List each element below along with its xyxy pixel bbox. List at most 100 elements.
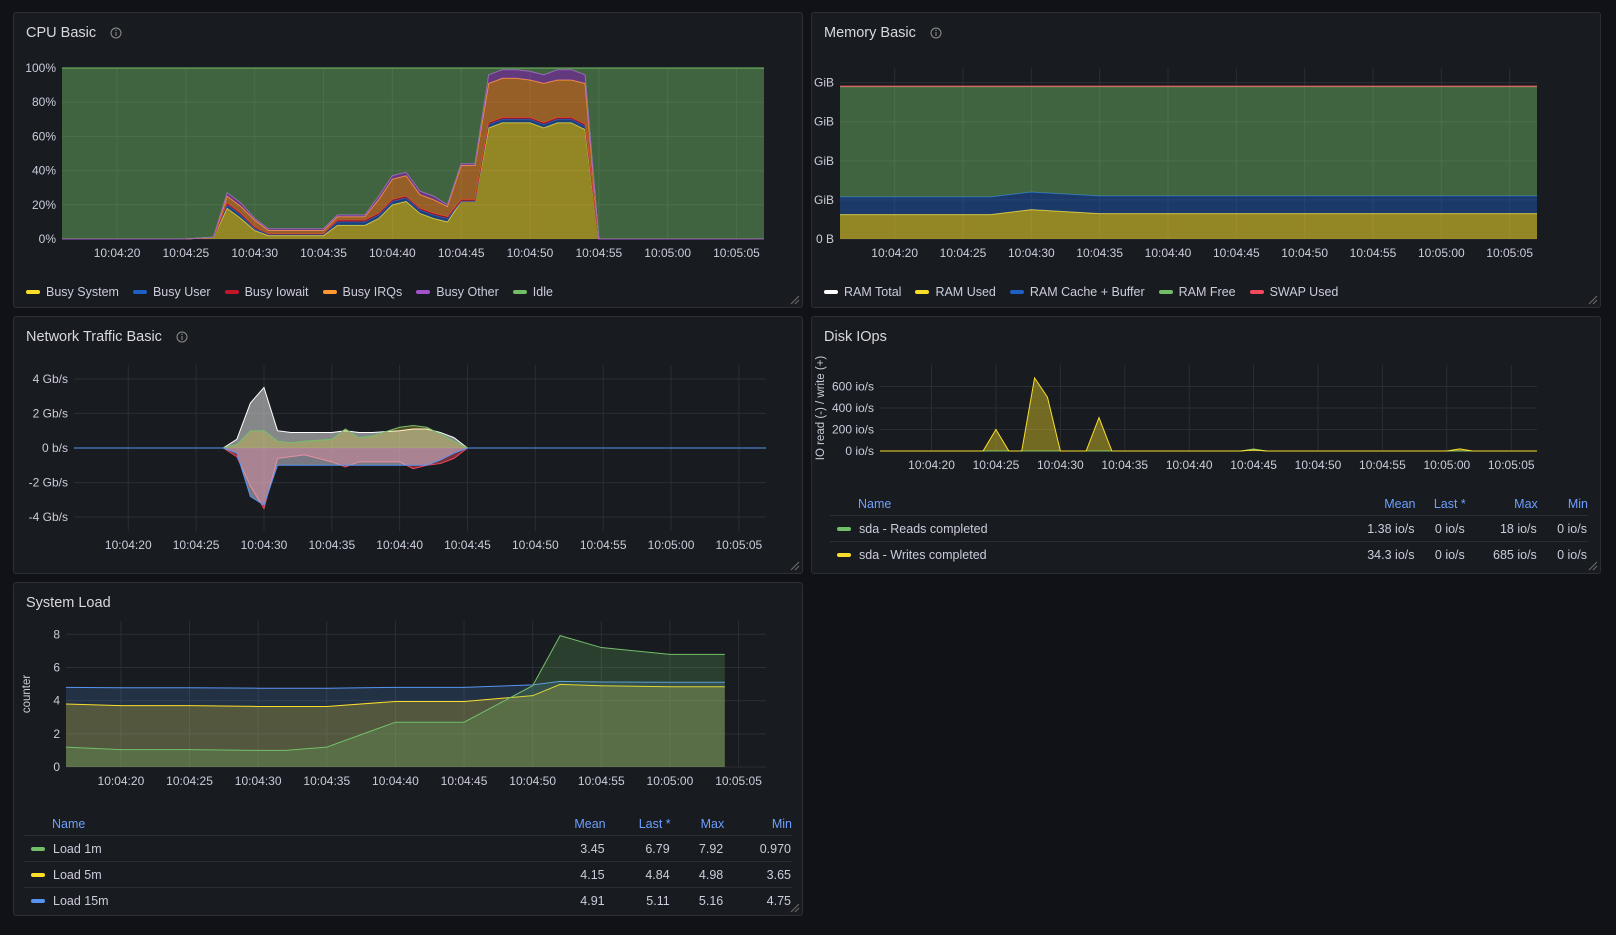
- y-tick-label: 16 GiB: [812, 76, 834, 90]
- x-tick-label: 10:04:45: [444, 538, 491, 552]
- resize-handle-icon[interactable]: [790, 561, 800, 571]
- legend-item[interactable]: SWAP Used: [1249, 285, 1338, 299]
- column-header[interactable]: Last *: [1433, 497, 1466, 511]
- legend-item[interactable]: RAM Used: [915, 285, 996, 299]
- resize-handle-icon[interactable]: [1588, 295, 1598, 305]
- x-tick-label: 10:04:40: [1145, 246, 1192, 260]
- x-tick-label: 10:04:35: [1076, 246, 1123, 260]
- legend-label: Idle: [532, 285, 553, 299]
- table-row[interactable]: Load 5m 4.15 4.84 4.98 3.65: [24, 861, 792, 888]
- legend-item[interactable]: Busy User: [132, 285, 211, 299]
- table-row[interactable]: Load 1m 3.45 6.79 7.92 0.970: [24, 835, 792, 862]
- legend-swatch: [322, 290, 337, 294]
- x-tick-label: 10:04:55: [1350, 246, 1397, 260]
- stat-value: 0 io/s: [1537, 515, 1588, 542]
- table-row[interactable]: sda - Writes completed 34.3 io/s 0 io/s 685…: [830, 541, 1588, 567]
- resize-handle-icon[interactable]: [1588, 561, 1598, 571]
- y-tick-label: -2 Gb/s: [29, 476, 68, 490]
- stat-value: 0 io/s: [1415, 541, 1466, 567]
- memory-chart: 16 GiB 12 GiB 8 GiB 4 GiB 0 B 10:04:20 10:04:2…: [812, 68, 1537, 260]
- stat-value: 34.3 io/s: [1338, 541, 1416, 567]
- column-header[interactable]: Max: [700, 817, 725, 831]
- x-tick-label: 10:05:00: [648, 538, 695, 552]
- panel-title: CPU Basic: [26, 25, 97, 41]
- table-row[interactable]: Load 15m 4.91 5.11 5.16 4.75: [24, 887, 792, 913]
- legend-item[interactable]: RAM Cache + Buffer: [1009, 285, 1145, 299]
- column-header[interactable]: Min: [771, 817, 792, 831]
- y-tick-label: 2 Gb/s: [33, 406, 68, 420]
- series-name: Load 1m: [24, 835, 542, 862]
- legend-item[interactable]: Busy System: [26, 285, 119, 299]
- load-legend-table: Name Mean Last * Max Min Load 1m 3.45 6.79 7.92 0…: [24, 813, 792, 913]
- series-area: [62, 68, 764, 239]
- info-icon[interactable]: [930, 27, 942, 39]
- legend-item[interactable]: Busy IRQs: [322, 285, 403, 299]
- y-tick-label: 8 GiB: [812, 154, 834, 168]
- column-header[interactable]: Mean: [574, 817, 606, 831]
- legend-label: Busy IRQs: [342, 285, 403, 299]
- legend-item[interactable]: RAM Total: [824, 285, 901, 299]
- series-line: [840, 191, 1537, 198]
- x-tick-label: 10:04:50: [507, 246, 554, 260]
- column-header[interactable]: Max: [1514, 497, 1538, 511]
- x-tick-label: 10:04:55: [580, 538, 627, 552]
- legend-item[interactable]: Idle: [512, 285, 553, 299]
- legend-item[interactable]: RAM Free: [1158, 285, 1236, 299]
- x-tick-label: 10:04:45: [1230, 458, 1277, 472]
- legend-swatch: [26, 290, 40, 294]
- series-line: [65, 680, 725, 689]
- y-tick-label: 6: [53, 660, 60, 674]
- x-tick-label: 10:05:00: [647, 774, 694, 788]
- system-load-panel: System Load 8 6 4 2 0 10:04:20 10:04:25 10:04:3…: [13, 582, 803, 916]
- legend-label: RAM Total: [844, 285, 902, 299]
- resize-handle-icon[interactable]: [790, 295, 800, 305]
- column-header[interactable]: Name: [858, 497, 892, 511]
- series-area: [66, 684, 725, 767]
- info-icon[interactable]: [176, 331, 188, 343]
- stat-value: 0 io/s: [1415, 515, 1466, 542]
- x-tick-label: 10:04:50: [512, 538, 559, 552]
- x-tick-label: 10:04:30: [231, 246, 278, 260]
- info-icon[interactable]: [110, 27, 122, 39]
- column-header[interactable]: Mean: [1384, 497, 1416, 511]
- legend-item[interactable]: Busy Iowait: [224, 285, 309, 299]
- legend-item[interactable]: Busy Other: [416, 285, 499, 299]
- resize-handle-icon[interactable]: [790, 903, 800, 913]
- x-tick-label: 10:04:20: [98, 774, 145, 788]
- series-area: [840, 192, 1537, 215]
- disk-chart: 600 io/s 400 io/s 200 io/s 0 io/s 10:04:20 10…: [815, 356, 1537, 472]
- stat-value: 5.11: [605, 887, 671, 913]
- x-tick-label: 10:04:35: [1101, 458, 1148, 472]
- x-tick-label: 10:04:20: [94, 246, 141, 260]
- x-tick-label: 10:04:40: [369, 246, 416, 260]
- x-tick-label: 10:04:55: [575, 246, 622, 260]
- panel-header: CPU Basic: [26, 25, 122, 41]
- y-tick-label: 20%: [32, 198, 56, 212]
- series-swatch: [31, 847, 45, 852]
- series-swatch: [31, 899, 45, 904]
- y-tick-label: 0 io/s: [845, 444, 874, 458]
- legend-swatch: [915, 290, 930, 294]
- table-row[interactable]: sda - Reads completed 1.38 io/s 0 io/s 18 i…: [830, 515, 1588, 542]
- y-axis-label: counter: [21, 675, 33, 714]
- column-header[interactable]: Name: [52, 817, 86, 831]
- column-header[interactable]: Last *: [638, 817, 671, 831]
- network-traffic-panel: Network Traffic Basic 4 Gb/s 2 Gb/s 0 b/s -…: [13, 316, 803, 574]
- stat-value: 3.45: [542, 835, 606, 862]
- x-tick-label: 10:04:55: [1359, 458, 1406, 472]
- series-swatch: [837, 527, 851, 532]
- disk-iops-panel: Disk IOps 600 io/s 400 io/s 200 io/s 0 io/s…: [811, 316, 1601, 574]
- x-tick-label: 10:04:30: [1008, 246, 1055, 260]
- column-header[interactable]: Min: [1567, 497, 1588, 511]
- series-area: [880, 377, 1537, 451]
- stat-value: 3.65: [724, 861, 792, 888]
- panel-header: Disk IOps: [824, 329, 887, 345]
- stat-value: 5.16: [670, 887, 725, 913]
- y-tick-label: 100%: [25, 61, 56, 75]
- memory-basic-panel: Memory Basic 16 GiB 12 GiB 8 GiB 4 GiB 0 B 10…: [811, 12, 1601, 308]
- cpu-legend: Busy System Busy User Busy Iowait Busy IRQs…: [26, 285, 553, 299]
- x-tick-label: 10:05:05: [1486, 246, 1533, 260]
- legend-label: Busy System: [46, 285, 119, 299]
- panel-title: System Load: [26, 595, 111, 611]
- series-swatch: [31, 873, 45, 878]
